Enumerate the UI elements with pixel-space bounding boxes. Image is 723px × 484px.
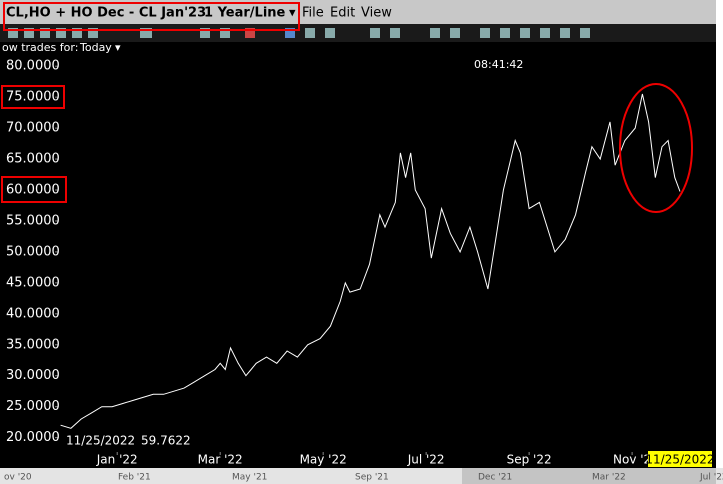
y-tick-label: 35.0000 (6, 337, 60, 352)
menu-view[interactable]: View (361, 6, 392, 21)
navigator-window[interactable] (462, 468, 716, 484)
clock: 08:41:42 (474, 58, 523, 71)
trades-selector[interactable]: Today (79, 41, 112, 54)
x-tick-label: Sep '22 (507, 453, 552, 467)
y-tick-label: 20.0000 (6, 430, 60, 445)
toolbar (0, 24, 716, 42)
dropdown-arrow: ▾ (289, 6, 296, 21)
navigator-label: May '21 (232, 473, 267, 483)
date-highlight (648, 451, 712, 467)
x-tick-label: Jan '22 (96, 453, 138, 467)
y-tick-label: 55.0000 (6, 213, 60, 228)
menu-edit[interactable]: Edit (330, 6, 355, 21)
y-tick-label: 40.0000 (6, 306, 60, 321)
navigator-label: Feb '21 (118, 473, 151, 483)
y-tick-label: 70.0000 (6, 121, 60, 136)
y-tick-label: 30.0000 (6, 368, 60, 383)
y-tick-label: 50.0000 (6, 244, 60, 259)
trades-label: ow trades for: (2, 41, 78, 54)
navigator-label: Jul '22 (699, 473, 723, 483)
highlight-box (3, 2, 300, 31)
highlight-box (1, 176, 67, 203)
chart-title[interactable]: CL,HO + HO Dec - CL Jan'23 (6, 6, 206, 21)
period-selector[interactable]: 1 Year/Line (204, 6, 286, 21)
x-tick-label: Mar '22 (198, 453, 243, 467)
y-tick-label: 75.0000 (6, 90, 60, 105)
x-tick-label: May '22 (300, 453, 347, 467)
navigator-label: Mar '22 (592, 473, 626, 483)
chart-background (0, 0, 716, 468)
highlight-circle (619, 83, 693, 213)
highlight-box (1, 85, 65, 109)
y-tick-label: 65.0000 (6, 152, 60, 167)
navigator-label: ov '20 (4, 473, 32, 483)
navigator-label: Sep '21 (355, 473, 389, 483)
last-date-label: 11/25/2022 (645, 453, 714, 467)
x-tick-label: Jul '22 (407, 453, 445, 467)
dropdown-arrow: ▾ (115, 41, 121, 54)
cursor-date: 11/25/2022 (66, 434, 135, 448)
x-tick-label: Nov '2 (613, 453, 651, 467)
menu-file[interactable]: File (302, 6, 324, 21)
cursor-value: 59.7622 (141, 434, 191, 448)
price-line (60, 93, 681, 429)
y-tick-label: 25.0000 (6, 399, 60, 414)
y-tick-label: 60.0000 (6, 183, 60, 198)
navigator-label: Dec '21 (478, 473, 512, 483)
y-tick-label: 45.0000 (6, 275, 60, 290)
toolbar-icons (8, 28, 590, 38)
y-tick-label: 80.0000 (6, 59, 60, 74)
